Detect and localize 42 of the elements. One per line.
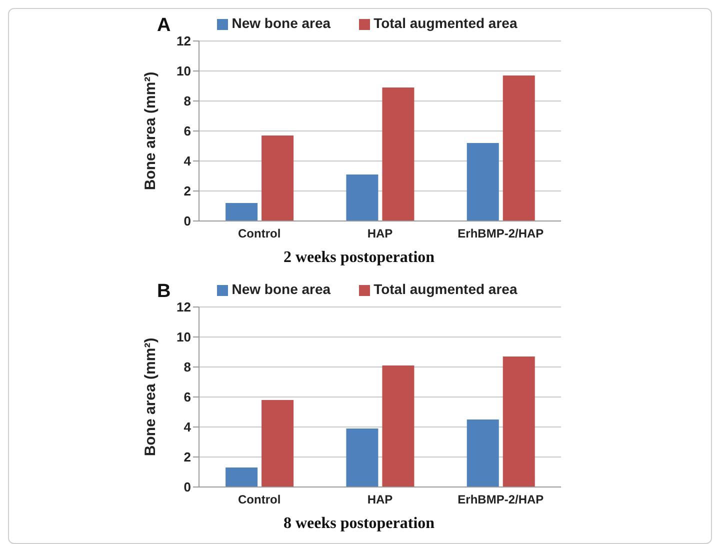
x-tick-label: HAP (367, 226, 393, 241)
y-tick-label: 8 (184, 94, 191, 109)
bar (502, 356, 535, 487)
bar (382, 366, 414, 487)
bar (466, 420, 499, 487)
y-tick-label: 2 (184, 450, 191, 465)
y-tick-label: 6 (184, 390, 191, 405)
y-tick-label: 8 (184, 360, 191, 375)
x-tick-label: ErhBMP-2/HAP (458, 226, 544, 241)
bar (262, 136, 294, 221)
y-axis-title: Bone area (mm²) (142, 338, 159, 456)
x-tick-label: Control (238, 492, 281, 507)
bar (262, 400, 294, 487)
x-axis-title: 8 weeks postoperation (282, 515, 436, 533)
y-tick-label: 10 (176, 330, 191, 345)
chart-title: A (157, 15, 171, 37)
bar (346, 428, 378, 487)
chart-title: B (157, 281, 171, 303)
bar (382, 88, 414, 221)
x-tick-label: Control (238, 226, 281, 241)
legend-label: New bone area (232, 15, 331, 31)
bar (466, 143, 499, 221)
legend-label: Total augmented area (374, 281, 518, 297)
y-tick-label: 12 (176, 300, 191, 315)
y-tick-label: 4 (184, 420, 192, 435)
x-axis-title: 2 weeks postoperation (282, 249, 436, 267)
y-tick-label: 12 (176, 34, 191, 49)
bar (502, 76, 535, 221)
y-tick-label: 0 (184, 214, 191, 229)
y-tick-label: 10 (176, 64, 191, 79)
y-tick-label: 2 (184, 184, 191, 199)
x-tick-label: ErhBMP-2/HAP (458, 492, 544, 507)
bar (226, 468, 258, 487)
x-tick-label: HAP (367, 492, 393, 507)
y-tick-label: 6 (184, 124, 191, 139)
bar (346, 174, 378, 221)
legend-label: New bone area (232, 281, 331, 297)
y-tick-label: 0 (184, 480, 191, 495)
bar (226, 203, 258, 221)
legend-label: Total augmented area (374, 15, 518, 31)
y-axis-title: Bone area (mm²) (142, 72, 159, 190)
y-tick-label: 4 (184, 154, 192, 169)
